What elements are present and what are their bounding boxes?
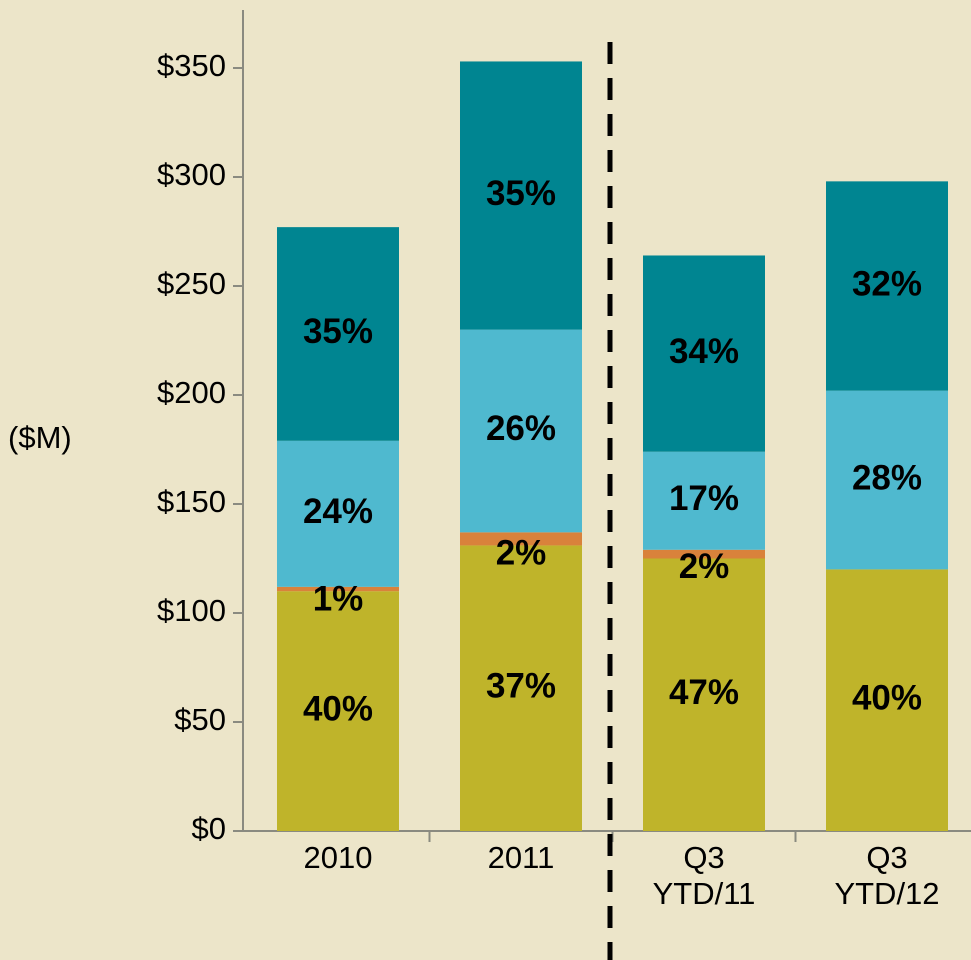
y-tick-label: $250 [157,266,226,301]
bar-segment [277,586,399,592]
bar-segment [460,329,582,533]
bar-segment [826,569,948,831]
y-tick-label: $350 [157,48,226,83]
data-label: 47% [669,673,739,712]
bar-segment [643,558,765,831]
bar-segment [277,591,399,831]
bar-segment [826,390,948,570]
data-label: 34% [669,332,739,371]
bar-segment [460,545,582,831]
bar-segment [643,255,765,452]
bar-segment [460,61,582,330]
data-label: 32% [852,264,922,303]
data-label: 37% [486,666,556,705]
data-label: 17% [669,479,739,518]
x-tick-label: Q3 YTD/12 [834,840,940,911]
bar-segment [460,532,582,546]
data-label: 35% [486,174,556,213]
y-tick-label: $100 [157,593,226,628]
data-label: 26% [486,409,556,448]
y-tick-label: $0 [192,811,226,846]
y-axis-label: ($M) [8,420,72,455]
data-label: 35% [303,312,373,351]
x-tick-label: 2010 [303,840,373,875]
x-tick-label: Q3 YTD/11 [652,840,756,911]
y-tick-label: $200 [157,375,226,410]
data-label: 1% [313,579,364,618]
y-tick-label: $50 [174,702,226,737]
data-label: 24% [303,492,373,531]
data-label: 28% [852,458,922,497]
data-label: 2% [496,534,547,573]
bar-segment [826,181,948,391]
data-label: 40% [852,678,922,717]
bar-segment [643,451,765,550]
x-tick-label: 2011 [487,840,555,875]
bar-segment [277,440,399,587]
data-label: 2% [679,547,730,586]
bar-segment [277,227,399,441]
y-tick-label: $150 [157,484,226,519]
bar-segment [643,549,765,559]
data-label: 40% [303,689,373,728]
y-tick-label: $300 [157,157,226,192]
